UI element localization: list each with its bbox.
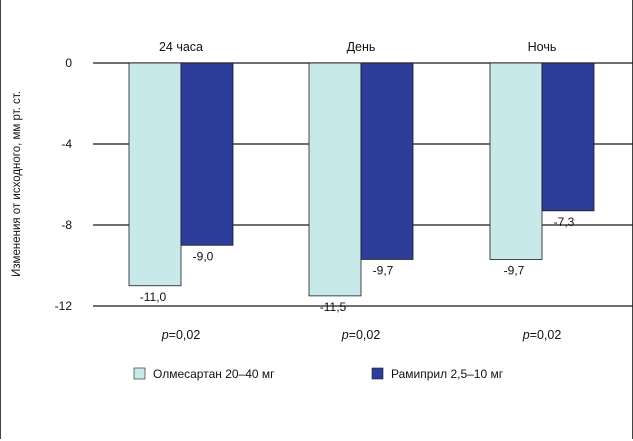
bar — [541, 62, 595, 212]
y-tick-label: 0 — [65, 56, 72, 70]
value-label: -11,0 — [140, 290, 167, 304]
y-axis-label: Изменения от исходного, мм рт. ст. — [11, 91, 23, 277]
y-tick-label: -4 — [61, 137, 72, 151]
legend-label: Олмесартан 20–40 мг — [153, 367, 275, 381]
p-value-labels: p=0,02 p=0,02 p=0,02 — [161, 328, 562, 342]
value-label: -9,7 — [373, 263, 394, 277]
value-label: -7,3 — [554, 215, 575, 229]
legend: Олмесартан 20–40 мг Рамиприл 2,5–10 мг — [133, 367, 504, 381]
y-tick-label: -12 — [55, 299, 73, 313]
bar — [308, 62, 362, 297]
value-labels: -11,0 -9,0 -11,5 -9,7 -9,7 -7,3 — [140, 215, 575, 314]
value-label: -9,7 — [504, 263, 525, 277]
bar — [489, 62, 543, 260]
bar — [180, 62, 234, 246]
category-labels: 24 часа День Ночь — [159, 40, 556, 54]
p-value-label: p=0,02 — [341, 328, 381, 342]
bars — [128, 62, 595, 297]
category-label: Ночь — [528, 40, 557, 54]
bar — [360, 62, 414, 260]
category-label: День — [347, 40, 376, 54]
value-label: -9,0 — [193, 249, 214, 263]
legend-swatch — [133, 367, 146, 380]
legend-swatch — [371, 367, 384, 380]
p-value-label: p=0,02 — [161, 328, 201, 342]
p-value-label: p=0,02 — [522, 328, 562, 342]
value-label: -11,5 — [320, 300, 347, 314]
y-tick-label: -8 — [61, 218, 72, 232]
y-tick-labels: 0 -4 -8 -12 — [55, 56, 73, 313]
bar — [128, 62, 182, 287]
legend-label: Рамиприл 2,5–10 мг — [391, 367, 504, 381]
category-label: 24 часа — [159, 40, 203, 54]
